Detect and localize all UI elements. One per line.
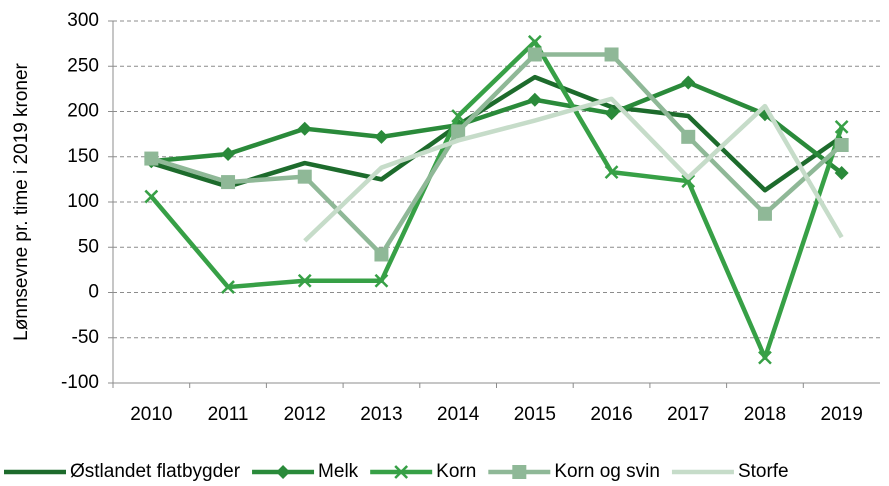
- marker: [757, 206, 772, 221]
- y-tick-label: -50: [72, 327, 99, 348]
- y-axis-label: Lønnsevne pr. time i 2019 kroner: [11, 62, 32, 340]
- series-line: [149, 39, 844, 360]
- marker: [144, 189, 159, 204]
- legend-item: Melk: [252, 461, 359, 482]
- legend-label: Storfe: [738, 461, 789, 482]
- marker: [604, 47, 619, 62]
- marker: [681, 129, 696, 144]
- marker: [221, 175, 236, 190]
- y-tick-label: 200: [67, 101, 99, 122]
- marker: [221, 280, 235, 294]
- x-tick-label: 2016: [590, 404, 632, 425]
- x-tick-label: 2014: [437, 404, 480, 425]
- marker: [681, 174, 696, 189]
- marker: [374, 129, 389, 144]
- marker: [394, 465, 409, 479]
- marker: [512, 465, 527, 479]
- marker: [451, 124, 466, 139]
- y-tick-label: 300: [67, 10, 99, 31]
- marker: [681, 75, 696, 90]
- marker: [144, 151, 159, 166]
- x-tick-label: 2012: [284, 404, 326, 425]
- legend-label: Østlandet flatbygder: [70, 461, 241, 482]
- marker: [834, 120, 849, 134]
- series-line: [303, 96, 844, 243]
- series-line: [151, 80, 844, 175]
- x-tick-label: 2015: [514, 404, 556, 425]
- marker: [834, 166, 849, 181]
- marker: [276, 465, 291, 479]
- legend-label: Korn og svin: [554, 461, 660, 482]
- legend-item: Østlandet flatbygder: [4, 461, 241, 482]
- y-tick-label: 50: [78, 236, 99, 257]
- marker: [527, 34, 542, 49]
- y-tick-label: 100: [67, 191, 99, 212]
- marker: [604, 165, 619, 180]
- series-line: [150, 74, 843, 193]
- marker: [451, 109, 466, 123]
- x-tick-label: 2011: [208, 404, 249, 425]
- x-tick-label: 2019: [821, 404, 863, 425]
- legend-item: Storfe: [671, 461, 789, 482]
- legend-label: Korn: [436, 461, 476, 482]
- x-tick-label: 2017: [667, 404, 709, 425]
- marker: [527, 47, 542, 62]
- marker: [221, 147, 236, 162]
- legend-item: Korn og svin: [488, 461, 660, 482]
- marker: [297, 121, 312, 136]
- marker: [297, 273, 312, 288]
- x-tick-label: 2018: [744, 404, 786, 425]
- marker: [374, 273, 389, 288]
- legend-label: Melk: [318, 461, 359, 482]
- y-tick-label: 250: [67, 55, 99, 76]
- y-tick-label: 0: [88, 282, 99, 303]
- y-tick-label: 150: [67, 146, 99, 167]
- y-tick-label: -100: [61, 372, 99, 393]
- marker: [758, 350, 772, 365]
- marker: [604, 106, 619, 121]
- marker: [297, 169, 312, 184]
- series-line: [150, 52, 844, 257]
- x-tick-label: 2010: [130, 404, 172, 425]
- marker: [527, 92, 542, 107]
- x-tick-label: 2013: [360, 404, 402, 425]
- legend-item: Korn: [370, 461, 476, 482]
- marker: [374, 247, 389, 262]
- marker: [834, 137, 849, 152]
